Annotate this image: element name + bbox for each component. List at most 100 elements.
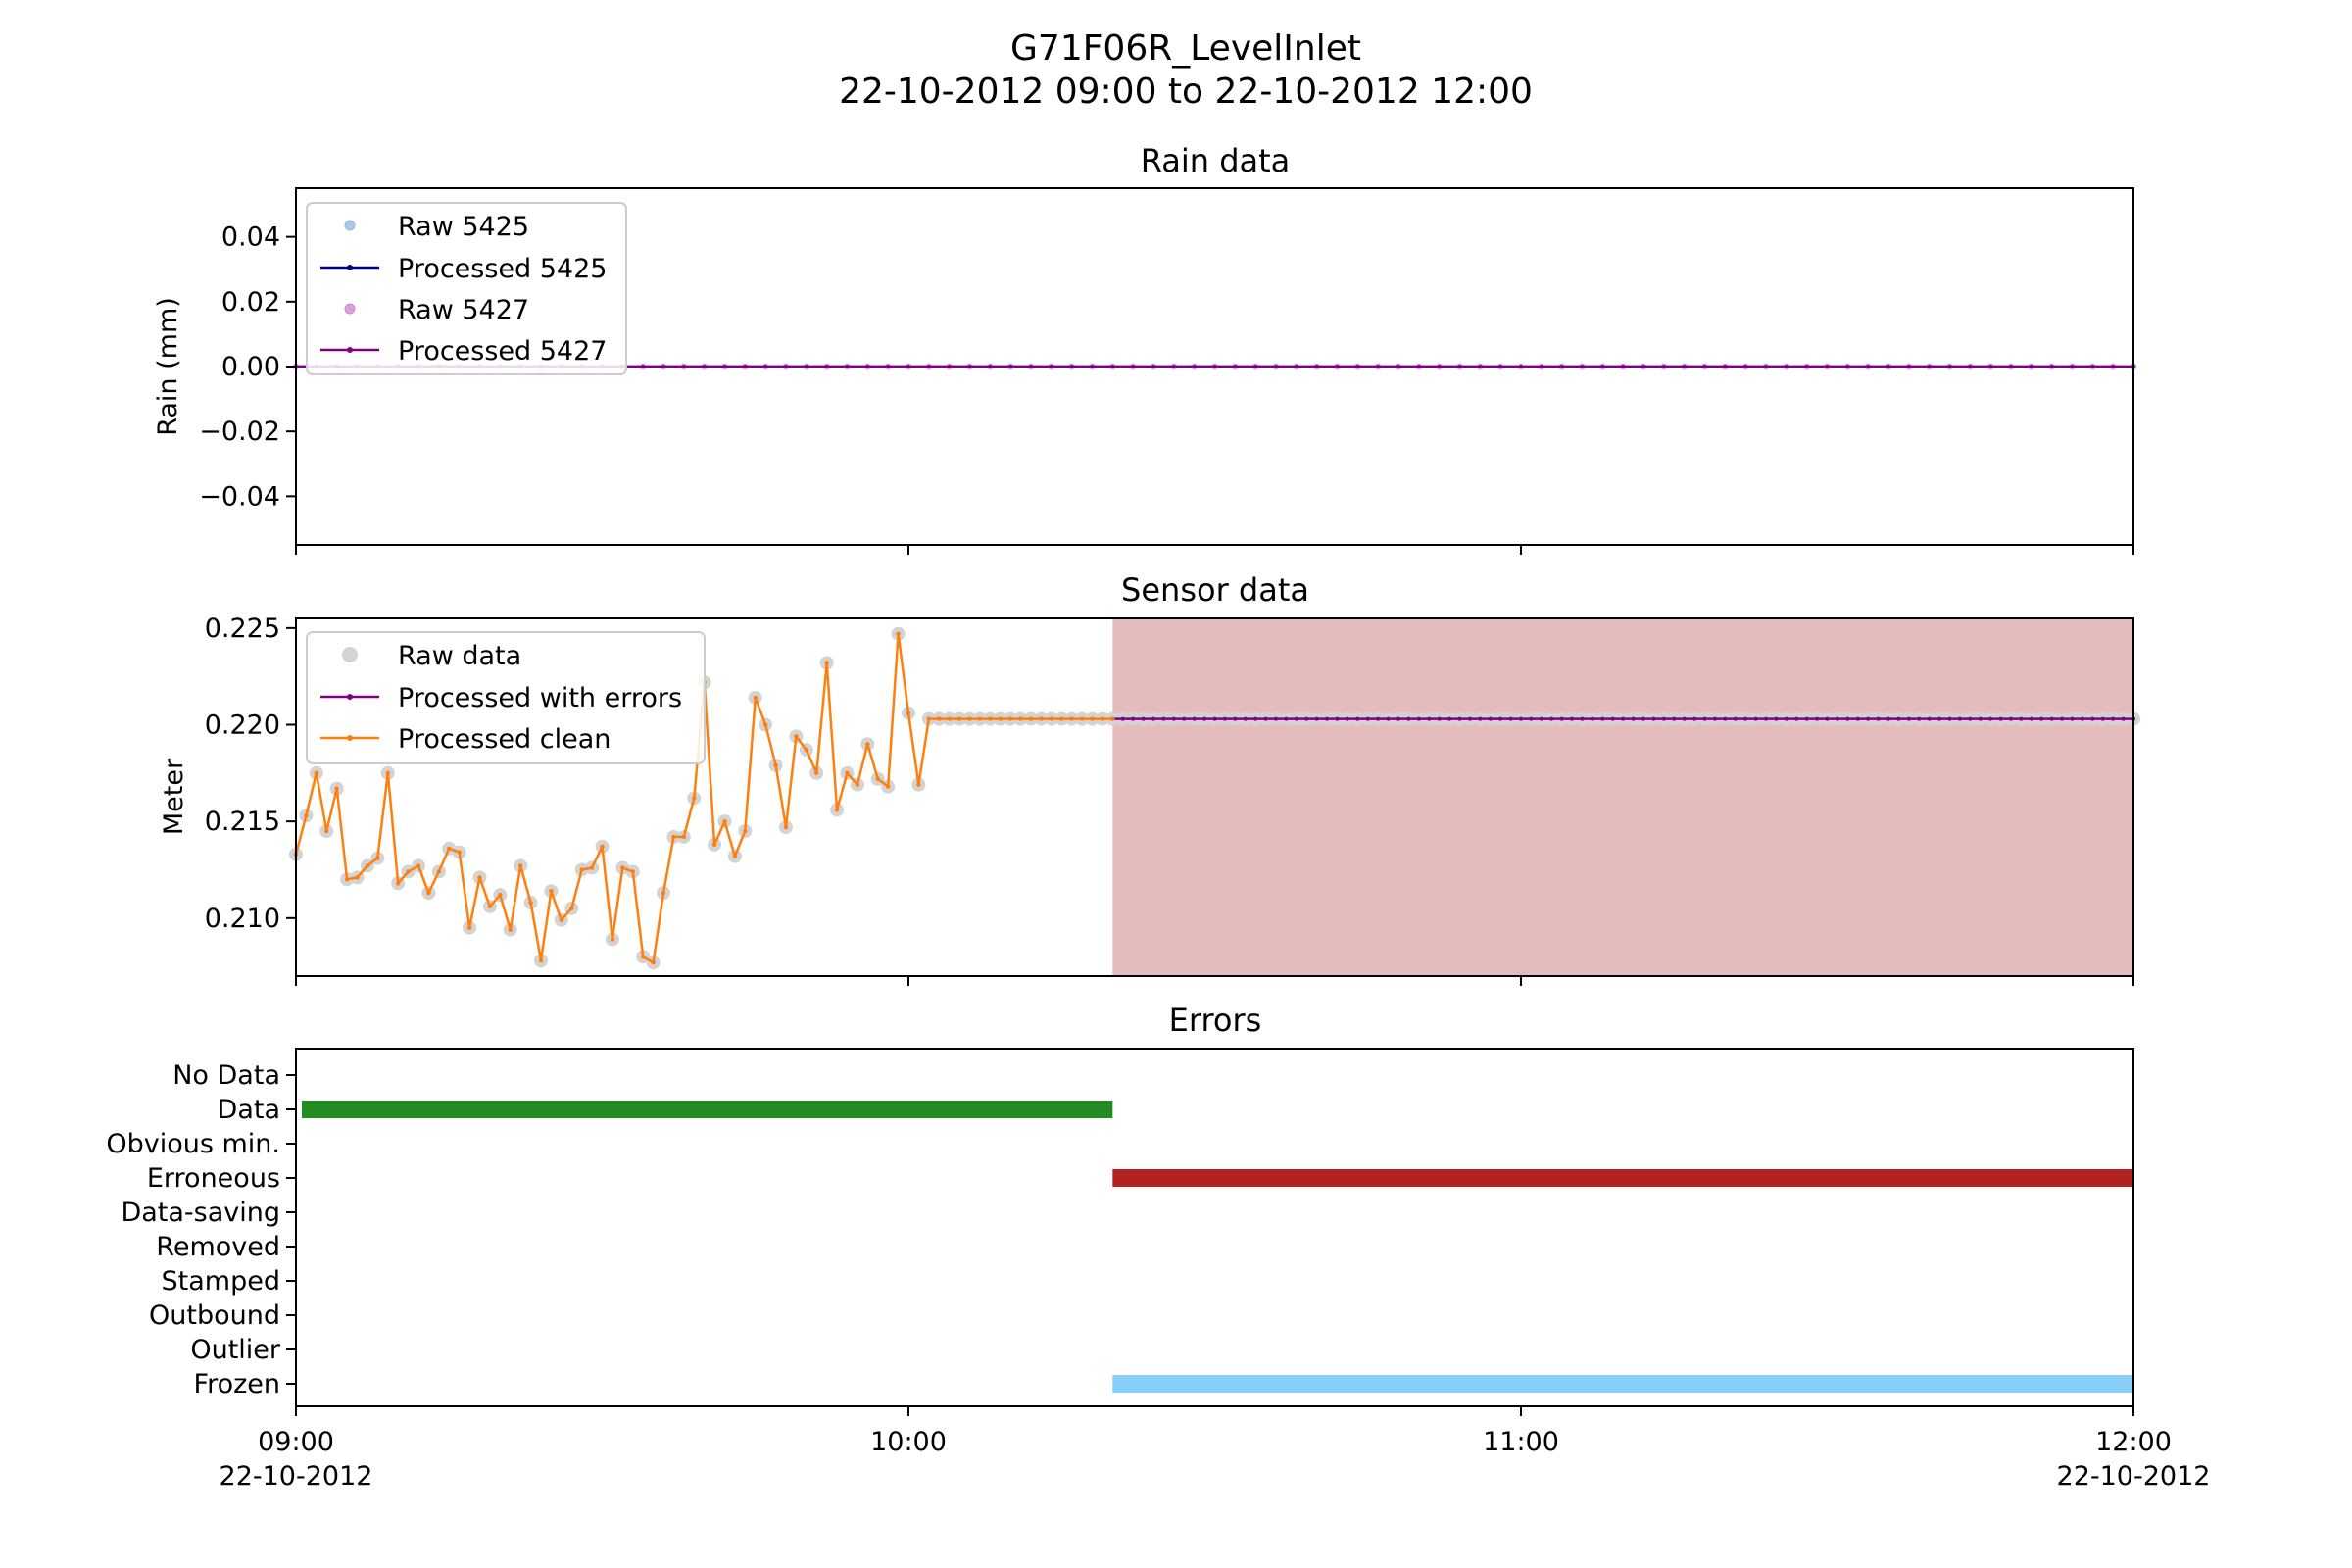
rain-point-processed-5427 [2029,365,2034,368]
sensor-processed-errors-point [1998,716,2003,721]
rain-point-processed-5427 [1764,365,1768,368]
sensor-processed-errors-point [1682,716,1687,721]
rain-point-processed-5427 [926,365,931,368]
sensor-processed-clean-point [436,869,442,874]
legend-label-raw-data: Raw data [398,641,521,671]
sensor-processed-errors-point [1467,716,1472,721]
sensor-processed-clean-point [1110,716,1115,721]
sensor-processed-clean-point [998,716,1003,721]
sensor-processed-clean-point [466,925,472,930]
sensor-processed-errors-point [1906,716,1911,721]
sensor-processed-errors-point [1519,716,1523,721]
sensor-processed-errors-point [1988,716,1993,721]
errors-panel-title: Errors [1169,1002,1262,1039]
legend-label-raw-5427: Raw 5427 [398,295,529,325]
sensor-y-tick-label: 0.210 [205,904,280,934]
error-bar-erroneous [1112,1169,2133,1187]
sensor-processed-clean-point [977,716,983,721]
sensor-processed-clean-point [517,863,523,868]
legend-marker-raw-5427 [344,303,356,315]
rain-panel: Rain data 0.04 0.02 0.00 −0.02 −0.04 Rain (m… [153,142,2137,555]
rain-x-ticks [295,545,2134,555]
sensor-processed-errors-point [1222,716,1227,721]
rain-point-processed-5427 [1008,365,1013,368]
rain-y-tick-label: 0.04 [221,222,280,253]
sensor-processed-errors-point [1335,716,1340,721]
rain-point-processed-5427 [1886,365,1890,368]
sensor-processed-errors-point [1212,716,1217,721]
sensor-processed-errors-point [1202,716,1207,721]
rain-point-processed-5427 [641,365,646,368]
x-tick-label-0900: 09:00 [258,1427,334,1457]
sensor-processed-clean-point [804,747,809,753]
sensor-processed-errors-point [1845,716,1850,721]
sensor-processed-errors-point [1712,716,1717,721]
sensor-error-region [1112,618,2133,976]
sensor-processed-clean-point [1018,716,1023,721]
rain-point-processed-5427 [967,365,972,368]
rain-point-processed-5427 [722,365,727,368]
sensor-y-axis-label: Meter [159,758,189,835]
x-tick-label-1000: 10:00 [870,1427,947,1457]
sensor-processed-clean-point [988,716,993,721]
rain-point-processed-5427 [1355,365,1360,368]
sensor-processed-clean-point [956,716,962,721]
rain-y-tick-label: 0.00 [221,352,280,382]
sensor-processed-errors-point [1131,716,1136,721]
sensor-processed-clean-point [579,867,584,872]
sensor-processed-errors-point [1978,716,1983,721]
sensor-processed-clean-point [916,782,921,787]
rain-point-processed-5427 [1927,365,1932,368]
sensor-processed-errors-point [1794,716,1799,721]
sensor-processed-errors-point [1896,716,1901,721]
legend-marker-processed-clean [347,735,353,741]
sensor-processed-errors-point [1498,716,1503,721]
rain-point-processed-5427 [1335,365,1340,368]
sensor-processed-clean-point [447,846,452,851]
sensor-processed-clean-point [1079,716,1085,721]
rain-point-processed-5427 [1600,365,1605,368]
sensor-processed-errors-point [1559,716,1564,721]
rain-point-processed-5427 [865,365,870,368]
sensor-processed-clean-point [538,958,544,963]
x-tick-date-1200: 22-10-2012 [2057,1461,2211,1492]
error-bar-data [302,1101,1113,1118]
sensor-processed-errors-point [1570,716,1575,721]
sensor-axes-frame [295,617,2134,977]
rain-point-processed-5427 [1498,365,1503,368]
sensor-processed-clean-point [640,955,646,959]
x-tick-label-1200: 12:00 [2095,1427,2172,1457]
legend-marker-raw-5425 [344,220,356,231]
sensor-processed-errors-point [1753,716,1758,721]
rain-point-processed-5427 [1049,365,1054,368]
sensor-processed-errors-point [2019,716,2024,721]
sensor-processed-errors-point [2029,716,2034,721]
sensor-processed-clean-point [314,770,319,776]
sensor-processed-clean-point [855,782,860,787]
rain-point-processed-5427 [763,365,768,368]
errors-category-label: Data-saving [121,1198,280,1228]
sensor-processed-clean-point [416,863,421,868]
rain-point-processed-5427 [1845,365,1850,368]
rain-point-processed-5427 [886,365,891,368]
rain-point-processed-5427 [1580,365,1585,368]
sensor-processed-errors-point [1886,716,1890,721]
rain-point-processed-5427 [1702,365,1707,368]
sensor-processed-clean-point [773,762,778,768]
sensor-processed-clean-point [549,888,554,894]
errors-category-label: Outbound [149,1300,280,1331]
sensor-processed-errors-point [1610,716,1615,721]
rain-legend: Raw 5425 Processed 5425 Raw 5427 Process… [306,202,627,375]
sensor-processed-errors-point [2080,716,2084,721]
sensor-processed-clean-point [1049,716,1054,721]
sensor-processed-clean-point [498,892,503,898]
sensor-processed-clean-point [743,828,748,834]
sensor-processed-errors-point [1947,716,1952,721]
sensor-processed-clean-point [875,776,880,781]
legend-marker-processed-5427 [347,347,353,353]
rain-point-processed-5427 [2070,365,2075,368]
sensor-processed-clean-point [620,865,625,870]
legend-label-processed-errors: Processed with errors [398,683,682,713]
rain-point-processed-5427 [743,365,748,368]
sensor-processed-clean-point [1007,716,1013,721]
